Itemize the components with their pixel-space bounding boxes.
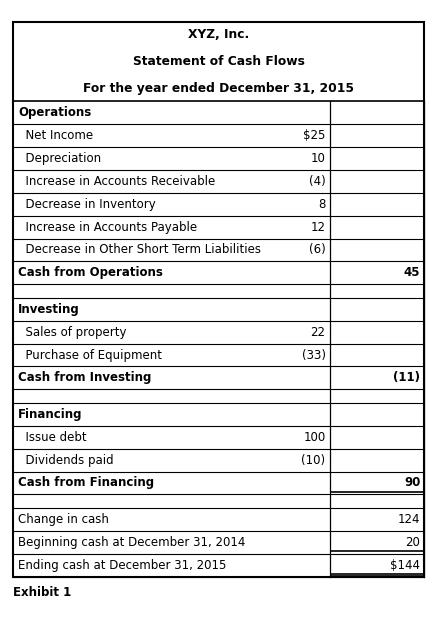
Text: Cash from Operations: Cash from Operations — [18, 266, 163, 279]
Text: (6): (6) — [309, 243, 326, 256]
Text: (4): (4) — [309, 175, 326, 188]
Text: Increase in Accounts Receivable: Increase in Accounts Receivable — [18, 175, 215, 188]
Text: $144: $144 — [390, 559, 420, 572]
Text: (11): (11) — [393, 371, 420, 384]
Text: Purchase of Equipment: Purchase of Equipment — [18, 349, 163, 362]
Text: (33): (33) — [302, 349, 326, 362]
Text: Investing: Investing — [18, 303, 80, 316]
Text: Dividends paid: Dividends paid — [18, 454, 114, 467]
Text: 12: 12 — [311, 221, 326, 234]
Text: For the year ended December 31, 2015: For the year ended December 31, 2015 — [83, 82, 354, 95]
Text: XYZ, Inc.: XYZ, Inc. — [188, 28, 249, 41]
Text: Cash from Investing: Cash from Investing — [18, 371, 152, 384]
Text: Issue debt: Issue debt — [18, 431, 87, 444]
Text: Increase in Accounts Payable: Increase in Accounts Payable — [18, 221, 198, 234]
Text: 45: 45 — [404, 266, 420, 279]
Text: Depreciation: Depreciation — [18, 152, 101, 165]
Text: Decrease in Inventory: Decrease in Inventory — [18, 198, 156, 211]
Text: Net Income: Net Income — [18, 129, 94, 142]
Text: Change in cash: Change in cash — [18, 513, 109, 526]
Text: 22: 22 — [311, 326, 326, 339]
Text: Ending cash at December 31, 2015: Ending cash at December 31, 2015 — [18, 559, 227, 572]
Text: 10: 10 — [311, 152, 326, 165]
Text: (10): (10) — [302, 454, 326, 467]
Text: Beginning cash at December 31, 2014: Beginning cash at December 31, 2014 — [18, 536, 246, 549]
Bar — [13, 22, 424, 577]
Text: 90: 90 — [404, 476, 420, 489]
Text: Statement of Cash Flows: Statement of Cash Flows — [132, 55, 305, 68]
Text: Sales of property: Sales of property — [18, 326, 127, 339]
Text: 100: 100 — [303, 431, 326, 444]
Text: Exhibit 1: Exhibit 1 — [13, 585, 71, 599]
Text: 124: 124 — [398, 513, 420, 526]
Text: 20: 20 — [406, 536, 420, 549]
Text: Operations: Operations — [18, 106, 92, 119]
Text: Decrease in Other Short Term Liabilities: Decrease in Other Short Term Liabilities — [18, 243, 261, 256]
Text: Cash from Financing: Cash from Financing — [18, 476, 154, 489]
Text: 8: 8 — [318, 198, 326, 211]
Text: $25: $25 — [303, 129, 326, 142]
Text: Financing: Financing — [18, 408, 83, 421]
